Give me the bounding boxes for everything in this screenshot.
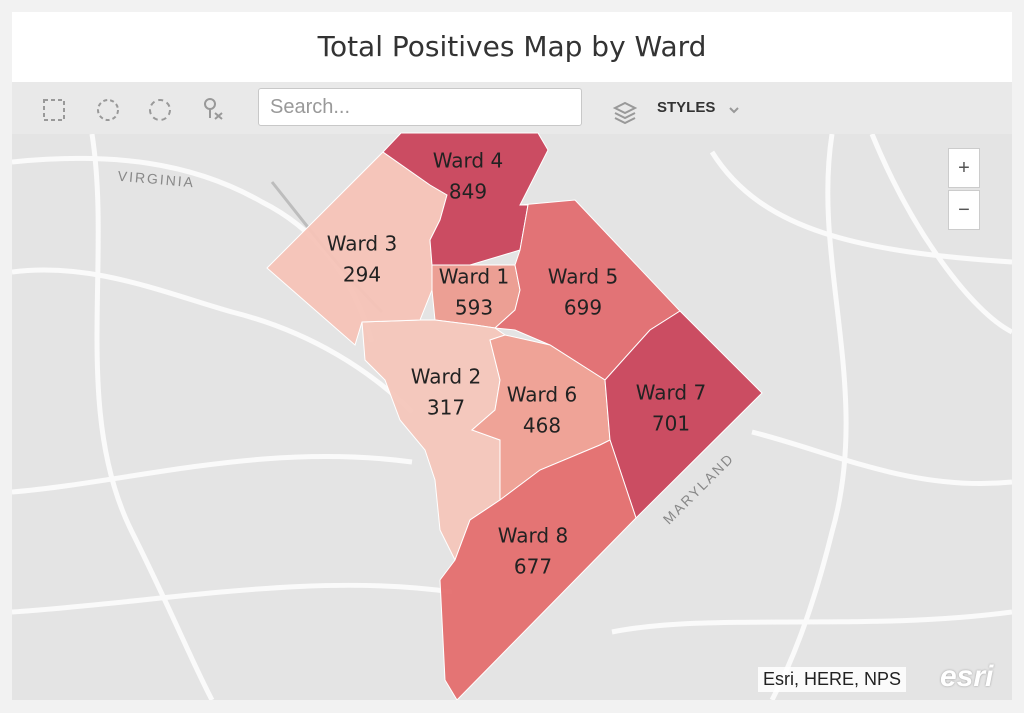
ward-name: Ward 4 (433, 149, 503, 173)
search-box[interactable]: Search... (258, 88, 582, 126)
ward-name: Ward 1 (439, 265, 509, 289)
zoom-in[interactable]: + (948, 148, 980, 188)
ward-value: 593 (455, 296, 493, 320)
place-label: VIRGINIA (117, 168, 196, 191)
ward-value: 701 (652, 412, 690, 436)
roads (12, 133, 1012, 700)
map-widget: Total Positives Map by Ward Ward 1 593 War… (12, 12, 1012, 700)
ward-area (439, 439, 637, 700)
ward-value: 699 (564, 296, 602, 320)
title: Total Positives Map by Ward (317, 30, 707, 63)
logo: esri (940, 660, 994, 693)
search-placeholder: Search... (270, 96, 351, 118)
map: Ward 1 593 Ward 2 317 Ward 3 294 Ward 4 849 Ward… (12, 82, 1012, 700)
ward-value: 677 (514, 555, 552, 579)
ward-area (382, 132, 549, 266)
ward-name: Ward 7 (636, 381, 706, 405)
ward-name: Ward 2 (411, 365, 481, 389)
ward-value: 317 (427, 396, 465, 420)
ward-value: 294 (343, 263, 381, 287)
wards: Ward 1 593 Ward 2 317 Ward 3 294 Ward 4 849 Ward… (266, 132, 763, 700)
toolbar: Search... STYLES (12, 82, 1012, 134)
ward-name: Ward 5 (548, 265, 618, 289)
ward-value: 468 (523, 414, 561, 438)
ward-name: Ward 8 (498, 524, 568, 548)
zoom-out[interactable]: − (948, 190, 980, 230)
ward-name: Ward 6 (507, 383, 577, 407)
attribution: Esri, HERE, NPS (758, 667, 907, 692)
ward-name: Ward 3 (327, 232, 397, 256)
ward-value: 849 (449, 180, 487, 204)
styles-button[interactable]: STYLES (657, 99, 716, 116)
